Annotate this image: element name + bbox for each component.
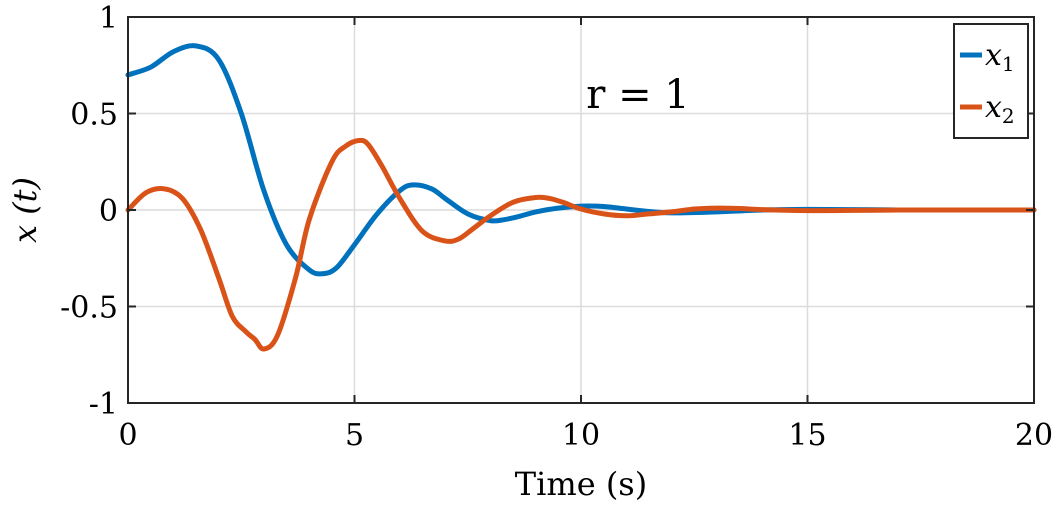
tick-marks [127,16,1035,404]
y-tick-label: 1 [99,1,118,36]
x-tick-label: 0 [118,418,137,453]
y-tick-label: 0.5 [70,98,118,133]
x-tick-label: 10 [562,418,600,453]
legend-sub-x2: 2 [1002,104,1015,128]
legend-label-x2: x2 [985,90,1015,128]
x-tick-label: 20 [1015,418,1053,453]
legend-label-x1: x1 [985,38,1015,76]
x-tick-labels: 0 5 10 15 20 [118,418,1053,453]
annotation-r: r = 1 [586,72,690,118]
x-axis-label: Time (s) [515,465,647,503]
x-tick-label: 5 [345,418,364,453]
y-tick-label: -1 [89,387,118,422]
y-tick-labels: -1 -0.5 0 0.5 1 [60,1,118,422]
series-group [125,43,1037,352]
legend-box [953,23,1029,139]
x-tick-label: 15 [788,418,826,453]
legend: x1 x2 [953,23,1029,139]
y-axis-label: x (t) [6,177,44,243]
series-line-x2 [125,137,1037,352]
y-tick-label: -0.5 [60,291,118,326]
legend-sub-x1: 1 [1002,52,1015,76]
y-tick-label: 0 [99,194,118,229]
